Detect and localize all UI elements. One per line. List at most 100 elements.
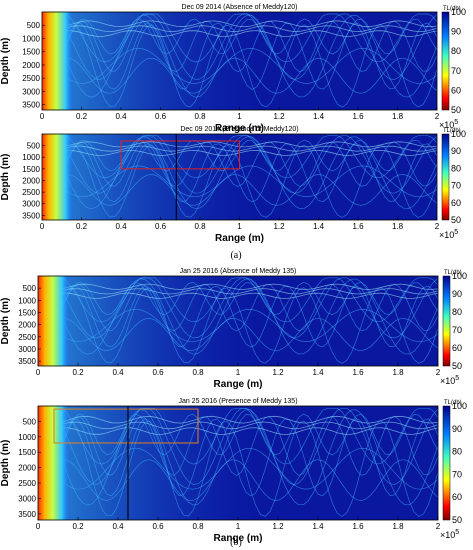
ray-path — [57, 174, 438, 206]
duct-path — [61, 283, 439, 290]
colorbar-tick-label: 90 — [451, 146, 461, 156]
x-axis-label: Range (m) — [215, 233, 264, 244]
colorbar-tick-label: 50 — [451, 105, 461, 115]
x-tick-label: 1.4 — [313, 222, 325, 231]
colorbar-tick-label: 100 — [452, 271, 467, 281]
colorbar-tick-label: 90 — [452, 289, 462, 299]
x-tick-label: 0.2 — [76, 222, 88, 231]
y-axis-label: Depth (m) — [0, 154, 11, 201]
y-tick-label: 2500 — [22, 74, 40, 83]
colorbar-tick-label: 90 — [452, 424, 462, 434]
panel-title: Jan 25 2016 (Absence of Meddy 135) — [180, 268, 297, 275]
ray-path — [57, 18, 438, 55]
y-tick-label: 1000 — [18, 433, 36, 442]
x-tick-label: 0.8 — [192, 368, 204, 377]
surface-duct — [65, 20, 438, 37]
panel-2: Dec 09 2014 (Presence of Meddy120) 0 0.2 0.… — [0, 126, 466, 244]
ray-path — [53, 278, 439, 355]
surface-duct — [61, 415, 439, 435]
x-axis-label: Range (m) — [215, 123, 264, 134]
y-tick-label: 3500 — [18, 357, 36, 366]
x-tick-label: 1.2 — [273, 112, 285, 121]
source-region — [38, 276, 70, 366]
colorbar-tick-label: 60 — [452, 492, 462, 502]
surface-duct — [65, 141, 438, 156]
ray-path — [57, 47, 438, 84]
x-tick-label: 1.6 — [352, 522, 364, 531]
x-tick-label: 0.6 — [155, 222, 167, 231]
x-tick-label: 0.4 — [115, 112, 127, 121]
x-tick-label: 0 — [36, 522, 41, 531]
ray-path — [53, 459, 439, 501]
colorbar-tick-label: 50 — [451, 215, 461, 225]
y-tick-label: 3000 — [18, 345, 36, 354]
x-axis-label: Range (m) — [214, 379, 263, 390]
y-tick-label: 2500 — [18, 479, 36, 488]
x-tick-label: 0.8 — [194, 222, 206, 231]
duct-path — [61, 421, 439, 430]
colorbar-tick-label: 70 — [452, 325, 462, 335]
y-tick-label: 1500 — [22, 48, 40, 57]
colorbar-tick-label: 100 — [452, 401, 467, 411]
y-tick-label: 3000 — [22, 200, 40, 209]
x-tick-label: 1 — [237, 222, 242, 231]
x-tick-label: 1 — [236, 522, 241, 531]
x-tick-label: 0.2 — [72, 522, 84, 531]
y-tick-label: 1000 — [18, 296, 36, 305]
colorbar-title: TL(db) — [444, 400, 462, 406]
x-tick-label: 0.4 — [115, 222, 127, 231]
x-tick-label: 0.8 — [192, 522, 204, 531]
ray-path — [57, 22, 438, 90]
x-tick-label: 1.2 — [273, 222, 285, 231]
meddy-box — [53, 408, 199, 444]
x-tick-label: 0.6 — [152, 522, 164, 531]
x-axis-label: Range (m) — [214, 533, 263, 544]
ray-path — [53, 277, 439, 339]
colorbar — [441, 133, 450, 221]
y-tick-label: 3000 — [18, 494, 36, 503]
panel-title: Dec 09 2014 (Absence of Meddy120) — [182, 4, 298, 11]
x-tick-label: 1.8 — [392, 112, 404, 121]
colorbar-tick-label: 50 — [452, 515, 462, 525]
colorbar — [442, 405, 451, 521]
x-tick-label: 0 — [40, 222, 45, 231]
ray-path — [53, 409, 439, 506]
y-axis-label: Depth (m) — [0, 298, 11, 345]
ray-beams — [53, 277, 439, 364]
x-exponent-label: ×105 — [439, 119, 458, 130]
x-tick-label: 1.6 — [352, 222, 364, 231]
x-tick-label: 2 — [435, 112, 440, 121]
ray-path — [57, 143, 438, 203]
x-tick-label: 1.4 — [312, 368, 324, 377]
caption-a: (a) — [230, 250, 241, 261]
x-tick-label: 0 — [40, 112, 45, 121]
source-region — [42, 134, 74, 220]
panel-4: Jan 25 2016 (Presence of Meddy 135) 0 0.2 0… — [0, 398, 467, 544]
duct-path — [65, 30, 438, 37]
y-tick-label: 500 — [23, 417, 37, 426]
y-tick-label: 1000 — [22, 34, 40, 43]
colorbar-tick-label: 60 — [452, 343, 462, 353]
x-tick-label: 0.4 — [112, 368, 124, 377]
colorbar-tick-label: 90 — [451, 27, 461, 37]
x-tick-label: 0.6 — [155, 112, 167, 121]
ray-path — [53, 317, 439, 352]
y-tick-label: 500 — [23, 284, 37, 293]
colorbar-title: TL(db) — [443, 128, 461, 134]
surface-duct — [61, 283, 439, 299]
y-tick-label: 2000 — [18, 464, 36, 473]
ray-path — [53, 418, 439, 497]
y-tick-label: 1500 — [18, 448, 36, 457]
y-tick-label: 500 — [27, 142, 41, 151]
y-tick-label: 500 — [27, 21, 41, 30]
colorbar-tick-label: 50 — [452, 361, 462, 371]
ray-path — [57, 165, 438, 198]
colorbar-tick-label: 100 — [451, 129, 466, 139]
x-exponent-label: ×105 — [440, 529, 459, 540]
x-exponent-label: ×105 — [440, 375, 459, 386]
ray-path — [53, 407, 439, 486]
x-tick-label: 1.6 — [352, 368, 364, 377]
duct-path — [61, 288, 439, 295]
meddy-box — [120, 140, 240, 170]
